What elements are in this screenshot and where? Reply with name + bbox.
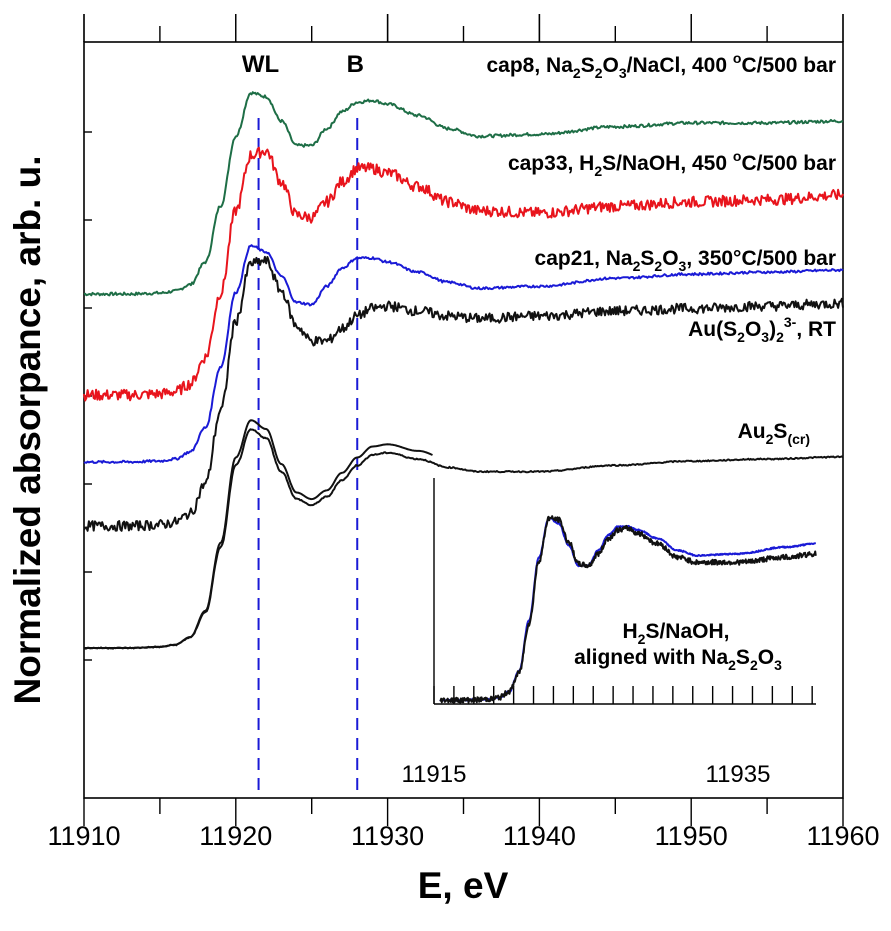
inset-note-line-1: H2S/NaOH, [623,620,730,647]
spectrum-AuS2O3 [83,255,844,532]
peak-annotations: WL B [242,51,364,78]
inset-x-ticks: 11915 11935 [402,686,813,788]
x-tick-label: 11940 [503,821,576,851]
series-label-AuS2O3: Au(S2O3)23-, RT [688,314,836,345]
y-axis-label: Normalized absorpance, arb. u. [7,156,48,705]
top-axis-ticks [83,14,844,42]
annotation-b: B [347,51,364,78]
main-plot-area: 11910 11920 11930 11940 11950 11960 cap8, Na2… [47,14,880,851]
spectrum-cap33 [83,146,844,402]
series-label-Au2S: Au2S(cr) [738,420,810,447]
series-label-cap21: cap21, Na2S2O3, 350°C/500 bar [535,247,836,274]
inset-x-tick-label: 11915 [402,761,467,788]
spectra-curves [83,91,844,650]
series-label-cap8: cap8, Na2S2O3/NaCl, 400 oC/500 bar [487,50,837,81]
x-tick-label: 11910 [47,821,120,851]
x-tick-label: 11930 [351,821,424,851]
inset-spectrum-inset_black [439,515,817,704]
annotation-wl: WL [242,51,279,78]
series-label-cap33: cap33, H2S/NaOH, 450 oC/500 bar [508,148,836,179]
inset-background [435,478,840,703]
x-tick-label: 11920 [199,821,272,851]
spectrum-bottom-black [84,419,433,649]
inset-curves [439,515,817,704]
x-tick-label: 11950 [655,821,728,851]
inset-note-line-2: aligned with Na2S2O3 [574,646,782,673]
x-tick-label: 11960 [806,821,879,851]
spectrum-cap8 [83,91,844,297]
x-axis-label: E, eV [418,865,509,906]
inset-plot: 11915 11935 H2S/NaOH, aligned with Na2S2O… [402,478,840,788]
bottom-axis-ticks: 11910 11920 11930 11940 11950 11960 [47,798,880,851]
inset-x-tick-label: 11935 [706,761,771,788]
spectrum-cap21 [83,244,844,464]
